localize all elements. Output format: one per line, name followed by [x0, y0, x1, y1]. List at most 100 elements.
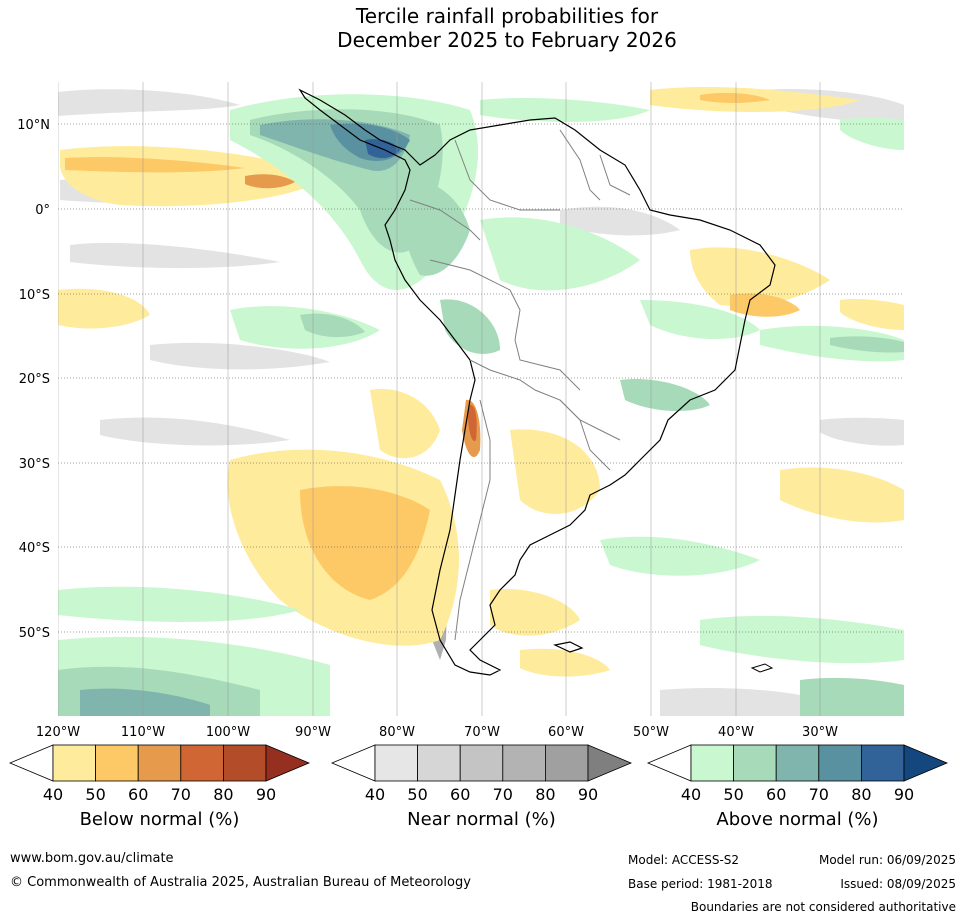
- near-normal-patch: [58, 89, 240, 116]
- legend-color-cell: [459, 744, 504, 782]
- legend-extend-low: [330, 744, 376, 782]
- chart-title: Tercile rainfall probabilities for Decem…: [0, 4, 965, 52]
- above-normal-patch: [600, 536, 760, 576]
- legends: 40 50 60 70 80 90 Below normal (%) 40 50 60 70 80 90…: [8, 744, 949, 830]
- legend-extend-high: [903, 744, 949, 782]
- below-normal-patch: [65, 157, 245, 173]
- legend-color-cell: [417, 744, 461, 782]
- above-normal-patch: [640, 300, 760, 340]
- above-normal-patch: [399, 179, 470, 276]
- legend-tick-label: 70: [171, 785, 191, 804]
- longitude-label: 30°W: [802, 725, 838, 740]
- legend-tick-label: 80: [213, 785, 233, 804]
- legend-title: Below normal (%): [80, 809, 240, 830]
- legend-extend-high: [265, 744, 311, 782]
- legend-colorbar: 40 50 60 70 80 90 Near normal (%): [330, 744, 633, 830]
- above-normal-patch: [58, 586, 300, 622]
- legend-color-cell: [818, 744, 862, 782]
- latitude-label: 10°N: [17, 118, 50, 133]
- legend-color-cell: [775, 744, 820, 782]
- footer-base-period: Base period: 1981-2018: [628, 877, 773, 891]
- legend-tick-label: 80: [535, 785, 555, 804]
- latitude-label: 10°S: [19, 288, 50, 303]
- near-normal-patch: [100, 417, 290, 446]
- border-line: [559, 399, 611, 471]
- longitude-label: 110°W: [121, 725, 165, 740]
- legend-tick-label: 50: [723, 785, 743, 804]
- near-normal-patch: [150, 342, 330, 370]
- above-normal-patch: [700, 615, 904, 664]
- below-normal-patch: [520, 648, 610, 677]
- below-normal-patch: [58, 288, 150, 329]
- footer-copyright: © Commonwealth of Australia 2025, Austra…: [10, 875, 471, 890]
- legend-tick-label: 40: [43, 785, 63, 804]
- footer-issued: Issued: 08/09/2025: [840, 877, 956, 891]
- longitude-label: 40°W: [718, 725, 754, 740]
- footer-website: www.bom.gov.au/climate: [10, 851, 174, 866]
- legend-colorbar: 40 50 60 70 80 90 Below normal (%): [8, 744, 311, 830]
- longitude-label: 60°W: [548, 725, 584, 740]
- legend-tick-label: 40: [365, 785, 385, 804]
- below-normal-patch: [468, 404, 477, 441]
- footer-disclaimer: Boundaries are not considered authoritat…: [690, 900, 956, 914]
- latitude-label: 40°S: [19, 541, 50, 556]
- legend-tick-label: 90: [256, 785, 276, 804]
- legend-tick-label: 90: [894, 785, 914, 804]
- legend-color-cell: [52, 744, 96, 782]
- longitude-labels: 120°W 110°W 100°W 90°W 80°W 70°W 60°W 50°W 40°W 3…: [36, 725, 838, 740]
- legend-tick-label: 60: [450, 785, 470, 804]
- map-area: [58, 82, 904, 716]
- longitude-label: 120°W: [36, 725, 80, 740]
- title-line-2: December 2025 to February 2026: [337, 28, 677, 52]
- title-line-1: Tercile rainfall probabilities for: [355, 4, 659, 28]
- above-normal-patch: [800, 677, 904, 716]
- legend-extend-high: [587, 744, 633, 782]
- latitude-label: 30°S: [19, 457, 50, 472]
- longitude-label: 70°W: [464, 725, 500, 740]
- border-line: [429, 259, 581, 391]
- legend-extend-low: [8, 744, 54, 782]
- latitude-label: 0°: [35, 203, 50, 218]
- gridlines: [58, 82, 904, 716]
- legend-tick-label: 50: [407, 785, 427, 804]
- border-line: [599, 154, 631, 196]
- border-line: [454, 399, 491, 641]
- near-normal-patch: [70, 242, 280, 269]
- border-line: [454, 139, 560, 211]
- legend-tick-label: 50: [85, 785, 105, 804]
- latitude-label: 20°S: [19, 372, 50, 387]
- border-line: [409, 199, 481, 241]
- below-normal-patch: [690, 247, 830, 307]
- above-normal-patch: [840, 117, 904, 150]
- near-normal-patch: [660, 688, 820, 716]
- longitude-label: 50°W: [633, 725, 669, 740]
- legend-color-cell: [180, 744, 224, 782]
- legend-color-cell: [137, 744, 182, 782]
- above-normal-patch: [830, 336, 904, 353]
- below-normal-patch: [370, 389, 440, 459]
- below-normal-patch: [700, 92, 770, 104]
- south-georgia: [750, 663, 774, 673]
- probability-shading: [58, 87, 904, 716]
- legend-color-cell: [733, 744, 777, 782]
- above-normal-patch: [480, 98, 650, 122]
- legend-tick-label: 60: [128, 785, 148, 804]
- legend-colorbar: 40 50 60 70 80 90 Above normal (%): [646, 744, 949, 830]
- border-line: [469, 359, 621, 441]
- above-normal-patch: [300, 313, 365, 338]
- legend-tick-label: 80: [851, 785, 871, 804]
- legend-title: Near normal (%): [407, 809, 556, 830]
- legend-tick-label: 70: [493, 785, 513, 804]
- legend-color-cell: [690, 744, 734, 782]
- below-normal-patch: [510, 429, 600, 514]
- legend-color-cell: [95, 744, 139, 782]
- latitude-label: 50°S: [19, 626, 50, 641]
- south-america-coastline: [298, 88, 776, 676]
- below-normal-patch: [490, 589, 580, 636]
- below-normal-patch: [840, 298, 904, 330]
- legend-tick-label: 40: [681, 785, 701, 804]
- legend-color-cell: [545, 744, 589, 782]
- legend-color-cell: [222, 744, 267, 782]
- near-normal-patch: [820, 417, 904, 446]
